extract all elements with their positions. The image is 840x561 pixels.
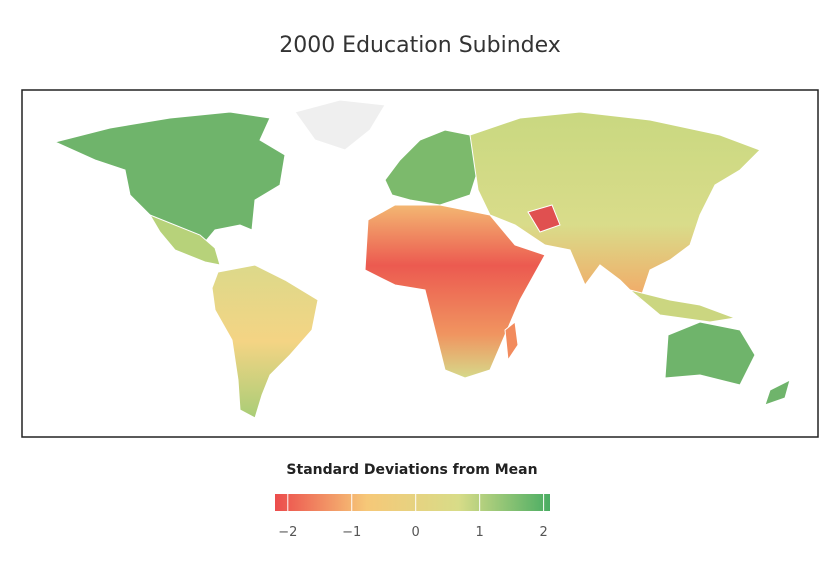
colorbar-tick-label: −2	[278, 525, 297, 540]
colorbar	[275, 494, 550, 511]
greenland	[294, 99, 386, 151]
africa	[364, 204, 546, 379]
south-america	[211, 264, 319, 419]
maritime-southeast-asia	[629, 289, 737, 323]
colorbar-tick-label: −1	[342, 525, 361, 540]
asia	[469, 111, 761, 301]
colorbar-tick-label: 0	[412, 525, 420, 540]
legend-title: Standard Deviations from Mean	[286, 462, 537, 478]
land-masses	[53, 99, 791, 419]
new-zealand	[764, 379, 791, 406]
madagascar	[504, 321, 519, 362]
australia	[664, 321, 756, 386]
colorbar-tick-label: 2	[539, 525, 547, 540]
colorbar-ticks: −2 −1 0 1 2	[278, 494, 548, 540]
colorbar-tick-label: 1	[476, 525, 484, 540]
central-america	[148, 213, 221, 266]
north-america	[53, 111, 286, 249]
afghanistan-pakistan	[527, 204, 561, 233]
map-title: 2000 Education Subindex	[279, 33, 561, 58]
